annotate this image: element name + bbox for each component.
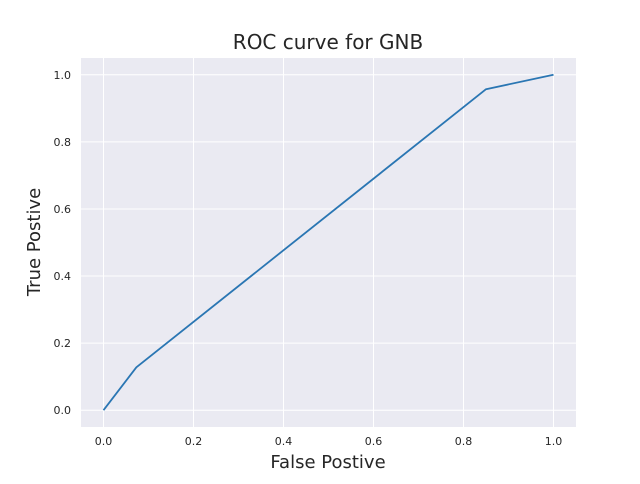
x-tick-label: 0.8 (455, 435, 473, 448)
x-tick-label: 0.0 (95, 435, 113, 448)
y-tick-label: 0.0 (54, 404, 72, 417)
x-tick-label: 0.6 (365, 435, 383, 448)
x-axis-label: False Postive (270, 452, 385, 473)
y-tick-label: 0.4 (54, 270, 72, 283)
y-tick-label: 0.6 (54, 203, 72, 216)
y-tick-label: 0.8 (54, 136, 72, 149)
y-tick-labels: 0.0 0.2 0.4 0.6 0.8 1.0 (54, 69, 72, 417)
y-tick-label: 0.2 (54, 337, 72, 350)
y-axis-label: True Postive (24, 188, 45, 297)
x-tick-label: 0.2 (185, 435, 203, 448)
x-tick-label: 1.0 (545, 435, 563, 448)
y-tick-label: 1.0 (54, 69, 72, 82)
plot-background (81, 58, 576, 427)
series-layer (102, 73, 554, 411)
x-tick-label: 0.4 (275, 435, 293, 448)
roc-series-line (102, 73, 554, 411)
grid-lines (81, 58, 576, 427)
x-tick-labels: 0.0 0.2 0.4 0.6 0.8 1.0 (95, 435, 563, 448)
chart-title: ROC curve for GNB (233, 30, 423, 54)
